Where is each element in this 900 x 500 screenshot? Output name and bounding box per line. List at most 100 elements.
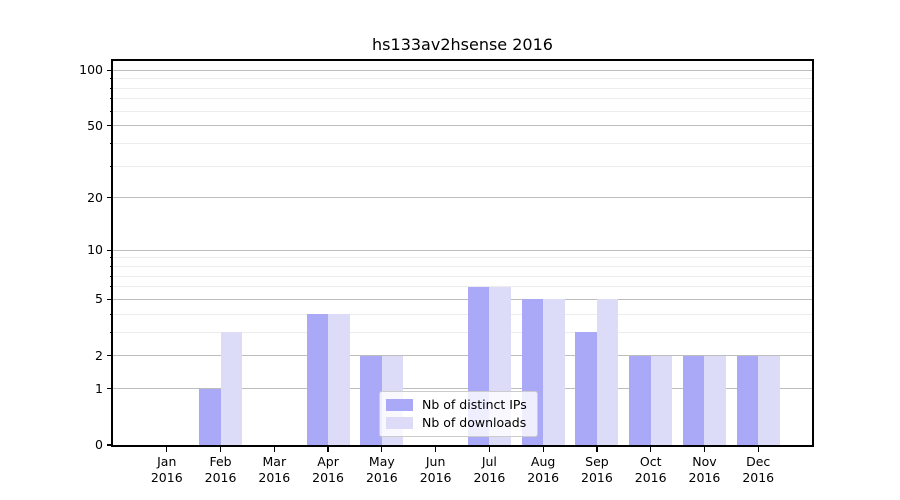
y-minor-tick-mark bbox=[109, 165, 113, 167]
gridline-major bbox=[113, 355, 812, 357]
gridline-minor bbox=[113, 257, 812, 259]
x-tick-label-oct: Oct 2016 bbox=[611, 454, 691, 486]
y-minor-tick-mark bbox=[109, 313, 113, 315]
x-tick-mark bbox=[757, 447, 759, 452]
bar-ips-nov bbox=[682, 355, 705, 445]
gridline-minor bbox=[113, 266, 812, 268]
legend: Nb of distinct IPs Nb of downloads bbox=[379, 391, 538, 437]
y-minor-tick-mark bbox=[109, 98, 113, 100]
x-tick-month: Jul bbox=[481, 454, 497, 469]
gridline-major bbox=[113, 388, 812, 390]
y-tick-label: 10 bbox=[87, 241, 103, 257]
x-tick-year: 2016 bbox=[312, 470, 344, 485]
x-tick-label-dec: Dec 2016 bbox=[718, 454, 798, 486]
gridline-major bbox=[113, 69, 812, 71]
y-minor-tick-mark bbox=[109, 110, 113, 112]
x-tick-label-mar: Mar 2016 bbox=[234, 454, 314, 486]
legend-label-distinct-ips: Nb of distinct IPs bbox=[422, 397, 527, 412]
x-tick-mark bbox=[596, 447, 598, 452]
x-tick-label-feb: Feb 2016 bbox=[181, 454, 261, 486]
y-minor-tick-mark bbox=[109, 331, 113, 333]
x-tick-year: 2016 bbox=[258, 470, 291, 485]
bar-downloads-apr bbox=[328, 314, 350, 445]
gridline-major bbox=[113, 249, 812, 251]
gridline-major bbox=[113, 125, 812, 127]
legend-swatch-distinct-ips bbox=[386, 399, 413, 412]
x-tick-mark bbox=[219, 447, 222, 452]
gridline-major bbox=[113, 298, 812, 300]
bar-downloads-nov bbox=[704, 355, 726, 445]
y-minor-tick-mark bbox=[109, 142, 113, 144]
x-tick-label-apr: Apr 2016 bbox=[288, 454, 368, 486]
gridline-minor bbox=[113, 142, 812, 144]
x-tick-label-sep: Sep 2016 bbox=[557, 454, 637, 486]
y-minor-tick-mark bbox=[109, 286, 113, 288]
x-tick-month: Nov bbox=[692, 454, 717, 469]
y-tick-label: 0 bbox=[95, 436, 103, 452]
x-tick-month: May bbox=[368, 454, 395, 469]
y-tick-mark bbox=[107, 69, 113, 71]
x-tick-label-jul: Jul 2016 bbox=[449, 454, 529, 486]
legend-entry-distinct-ips: Nb of distinct IPs bbox=[386, 397, 527, 412]
bar-downloads-aug bbox=[543, 299, 565, 445]
y-tick-mark bbox=[107, 249, 113, 251]
gridline-minor bbox=[113, 275, 812, 277]
x-tick-year: 2016 bbox=[365, 470, 398, 485]
x-tick-label-aug: Aug 2016 bbox=[503, 454, 583, 486]
y-tick-mark bbox=[107, 298, 113, 301]
y-tick-label: 100 bbox=[79, 61, 103, 77]
y-minor-tick-mark bbox=[109, 78, 113, 80]
gridline-minor bbox=[113, 331, 812, 333]
y-tick-label: 50 bbox=[87, 117, 103, 133]
y-tick-mark bbox=[107, 125, 113, 127]
y-tick-mark bbox=[107, 444, 113, 446]
x-tick-mark bbox=[435, 447, 437, 452]
x-tick-mark bbox=[542, 447, 544, 452]
y-minor-tick-mark bbox=[109, 275, 113, 277]
x-tick-month: Feb bbox=[209, 454, 232, 469]
x-tick-year: 2016 bbox=[473, 470, 506, 485]
x-tick-label-may: May 2016 bbox=[342, 454, 422, 486]
x-tick-year: 2016 bbox=[688, 470, 721, 485]
x-tick-month: Dec bbox=[746, 454, 771, 469]
bar-downloads-feb bbox=[220, 332, 243, 445]
legend-label-downloads: Nb of downloads bbox=[422, 414, 527, 430]
x-tick-year: 2016 bbox=[204, 470, 237, 485]
y-tick-mark bbox=[107, 197, 113, 199]
x-tick-mark bbox=[650, 447, 652, 452]
bar-downloads-dec bbox=[758, 355, 780, 445]
bar-downloads-oct bbox=[650, 355, 673, 445]
gridline-minor bbox=[113, 313, 812, 315]
x-tick-mark bbox=[703, 447, 706, 452]
gridline-minor bbox=[113, 78, 812, 80]
x-tick-label-nov: Nov 2016 bbox=[664, 454, 744, 486]
x-tick-month: Sep bbox=[585, 454, 609, 469]
x-tick-mark bbox=[273, 447, 275, 452]
y-tick-label: 1 bbox=[95, 380, 103, 396]
gridline-major bbox=[113, 197, 812, 199]
x-tick-year: 2016 bbox=[150, 470, 183, 485]
x-tick-mark bbox=[488, 447, 490, 452]
gridline-minor bbox=[113, 165, 812, 167]
legend-swatch-downloads bbox=[386, 416, 413, 429]
x-tick-label-jan: Jan 2016 bbox=[127, 454, 207, 486]
x-tick-mark bbox=[327, 447, 329, 452]
bar-ips-apr bbox=[306, 314, 329, 445]
x-tick-year: 2016 bbox=[581, 470, 613, 485]
x-tick-month: Aug bbox=[530, 454, 556, 469]
gridline-minor bbox=[113, 87, 812, 89]
bar-downloads-sep bbox=[596, 299, 619, 445]
x-tick-mark bbox=[166, 447, 168, 452]
y-tick-label: 5 bbox=[95, 291, 103, 307]
plot-area bbox=[111, 59, 814, 447]
x-tick-mark bbox=[381, 447, 383, 452]
x-tick-month: Jan bbox=[157, 454, 177, 469]
legend-entry-downloads: Nb of downloads bbox=[386, 414, 527, 430]
x-tick-month: Apr bbox=[317, 454, 339, 469]
gridline-minor bbox=[113, 286, 812, 288]
y-tick-mark bbox=[107, 388, 113, 390]
chart-title: hs133av2hsense 2016 bbox=[372, 35, 553, 54]
x-tick-year: 2016 bbox=[742, 470, 775, 485]
y-minor-tick-mark bbox=[109, 257, 113, 259]
